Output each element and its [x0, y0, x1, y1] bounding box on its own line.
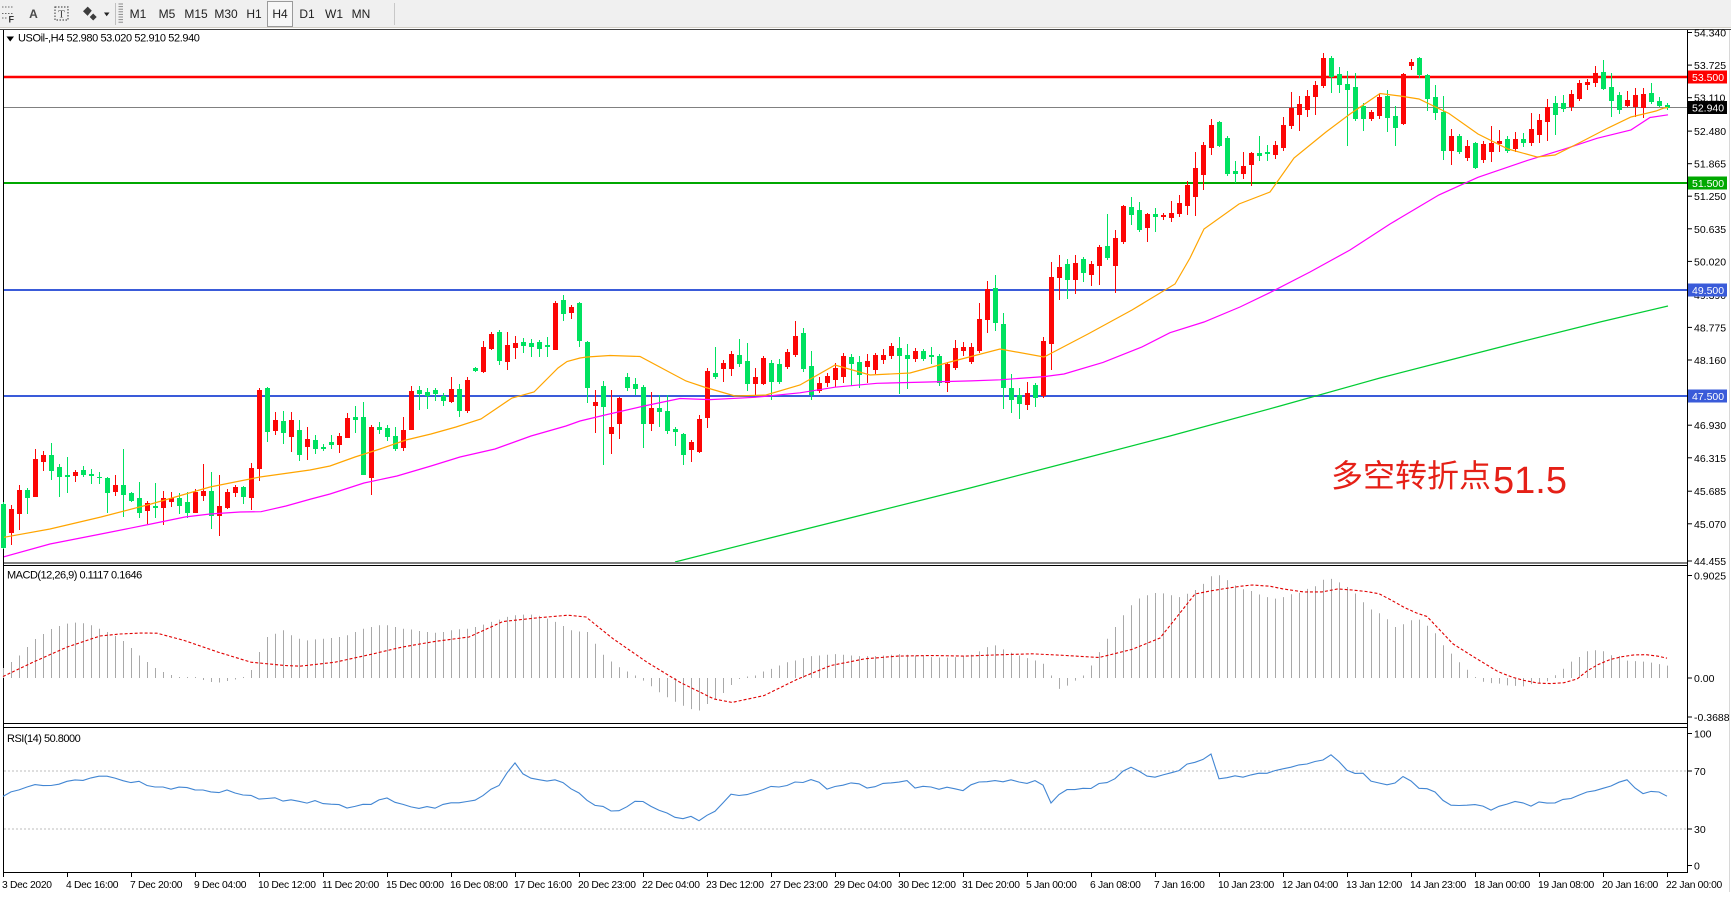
svg-text:5 Jan 00:00: 5 Jan 00:00: [1026, 880, 1077, 891]
svg-text:M5: M5: [159, 7, 176, 21]
svg-text:100: 100: [1694, 729, 1712, 741]
svg-text:0.00: 0.00: [1694, 673, 1715, 685]
svg-text:16 Dec 08:00: 16 Dec 08:00: [450, 880, 508, 891]
svg-text:18 Jan 00:00: 18 Jan 00:00: [1474, 880, 1531, 891]
svg-text:M15: M15: [184, 7, 208, 21]
svg-text:46.930: 46.930: [1694, 420, 1726, 432]
svg-text:19 Jan 08:00: 19 Jan 08:00: [1538, 880, 1595, 891]
svg-text:51.500: 51.500: [1692, 178, 1724, 190]
svg-text:MN: MN: [352, 7, 371, 21]
svg-text:0.9025: 0.9025: [1694, 571, 1726, 583]
svg-text:H4: H4: [272, 7, 288, 21]
svg-text:31 Dec 20:00: 31 Dec 20:00: [962, 880, 1020, 891]
svg-text:48.775: 48.775: [1694, 322, 1726, 334]
svg-text:30: 30: [1694, 824, 1706, 836]
svg-text:14 Jan 23:00: 14 Jan 23:00: [1410, 880, 1467, 891]
svg-text:13 Jan 12:00: 13 Jan 12:00: [1346, 880, 1403, 891]
svg-text:W1: W1: [325, 7, 343, 21]
svg-text:51.865: 51.865: [1694, 159, 1726, 171]
svg-text:9 Dec 04:00: 9 Dec 04:00: [194, 880, 247, 891]
svg-text:11 Dec 20:00: 11 Dec 20:00: [322, 880, 379, 891]
svg-text:51.5: 51.5: [1493, 460, 1567, 502]
svg-text:22 Dec 04:00: 22 Dec 04:00: [642, 880, 700, 891]
svg-text:RSI(14) 50.8000: RSI(14) 50.8000: [7, 733, 81, 745]
svg-text:50.635: 50.635: [1694, 224, 1726, 236]
svg-text:H1: H1: [246, 7, 262, 21]
svg-text:70: 70: [1694, 766, 1706, 778]
svg-text:F: F: [9, 15, 15, 25]
svg-text:3 Dec 2020: 3 Dec 2020: [2, 880, 52, 891]
svg-text:10 Dec 12:00: 10 Dec 12:00: [258, 880, 316, 891]
svg-text:30 Dec 12:00: 30 Dec 12:00: [898, 880, 956, 891]
svg-text:45.070: 45.070: [1694, 519, 1726, 531]
svg-text:53.725: 53.725: [1694, 60, 1726, 72]
svg-text:7 Dec 20:00: 7 Dec 20:00: [130, 880, 183, 891]
svg-text:17 Dec 16:00: 17 Dec 16:00: [514, 880, 572, 891]
svg-text:29 Dec 04:00: 29 Dec 04:00: [834, 880, 892, 891]
svg-text:27 Dec 23:00: 27 Dec 23:00: [770, 880, 828, 891]
svg-text:10 Jan 23:00: 10 Jan 23:00: [1218, 880, 1275, 891]
svg-text:0: 0: [1694, 861, 1700, 873]
svg-text:23 Dec 12:00: 23 Dec 12:00: [706, 880, 764, 891]
svg-text:54.340: 54.340: [1694, 28, 1726, 40]
svg-text:20 Dec 23:00: 20 Dec 23:00: [578, 880, 636, 891]
svg-text:22 Jan 00:00: 22 Jan 00:00: [1666, 880, 1723, 891]
svg-text:T: T: [58, 9, 65, 21]
svg-text:44.455: 44.455: [1694, 556, 1726, 568]
svg-text:M30: M30: [214, 7, 238, 21]
svg-text:USOil-,H4 52.980 53.020 52.91: USOil-,H4 52.980 53.020 52.910 52.940: [18, 33, 200, 45]
svg-text:12 Jan 04:00: 12 Jan 04:00: [1282, 880, 1339, 891]
svg-text:7 Jan 16:00: 7 Jan 16:00: [1154, 880, 1205, 891]
svg-text:-0.3688: -0.3688: [1694, 712, 1730, 724]
svg-text:53.500: 53.500: [1692, 72, 1724, 84]
svg-text:M1: M1: [130, 7, 147, 21]
svg-text:20 Jan 16:00: 20 Jan 16:00: [1602, 880, 1659, 891]
svg-text:45.685: 45.685: [1694, 486, 1726, 498]
svg-text:49.500: 49.500: [1692, 285, 1724, 297]
svg-text:A: A: [29, 7, 38, 21]
svg-text:46.315: 46.315: [1694, 453, 1726, 465]
svg-text:6 Jan 08:00: 6 Jan 08:00: [1090, 880, 1141, 891]
svg-text:48.160: 48.160: [1694, 355, 1726, 367]
svg-text:52.480: 52.480: [1694, 126, 1726, 138]
svg-text:50.020: 50.020: [1694, 256, 1726, 268]
svg-text:52.940: 52.940: [1692, 103, 1724, 115]
svg-text:51.250: 51.250: [1694, 191, 1726, 203]
svg-text:D1: D1: [299, 7, 315, 21]
svg-text:MACD(12,26,9) 0.1117 0.1646: MACD(12,26,9) 0.1117 0.1646: [7, 570, 142, 582]
svg-text:4 Dec 16:00: 4 Dec 16:00: [66, 880, 119, 891]
svg-text:47.500: 47.500: [1692, 391, 1724, 403]
svg-text:15 Dec 00:00: 15 Dec 00:00: [386, 880, 444, 891]
